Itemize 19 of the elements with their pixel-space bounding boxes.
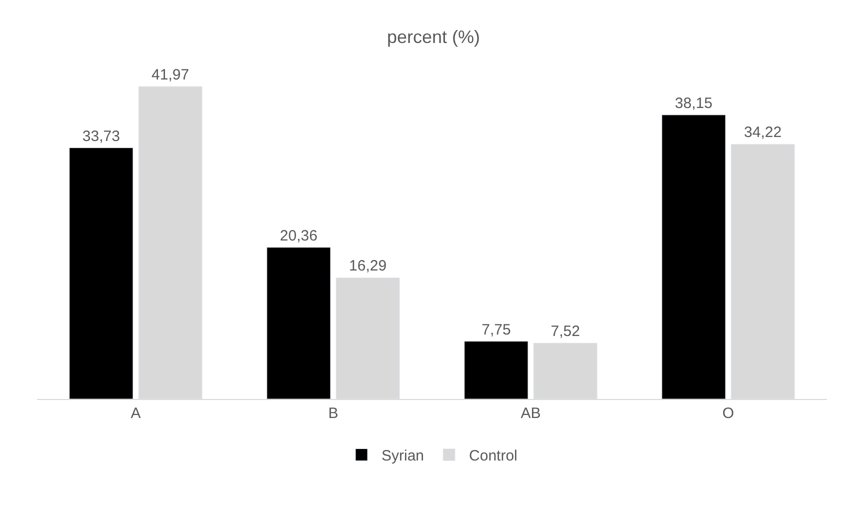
legend-label: Control xyxy=(469,448,518,465)
chart-title: percent (%) xyxy=(386,27,480,48)
x-tick-label: B xyxy=(328,405,338,422)
data-label: 41,97 xyxy=(152,66,190,84)
data-label: 34,22 xyxy=(744,124,782,142)
data-label: 33,73 xyxy=(82,128,120,145)
data-label: 38,15 xyxy=(674,94,712,112)
data-label: 7,75 xyxy=(482,321,511,338)
bar xyxy=(662,114,726,399)
legend-label: Syrian xyxy=(382,448,424,465)
x-tick-label: A xyxy=(130,405,141,422)
data-label: 7,52 xyxy=(550,323,580,340)
bar xyxy=(464,341,528,399)
x-tick-label: AB xyxy=(520,405,541,422)
x-tick-label: O xyxy=(722,405,734,422)
data-label: 16,29 xyxy=(349,258,387,275)
bar xyxy=(266,247,331,399)
data-label: 20,36 xyxy=(280,227,318,244)
bar xyxy=(69,148,134,399)
